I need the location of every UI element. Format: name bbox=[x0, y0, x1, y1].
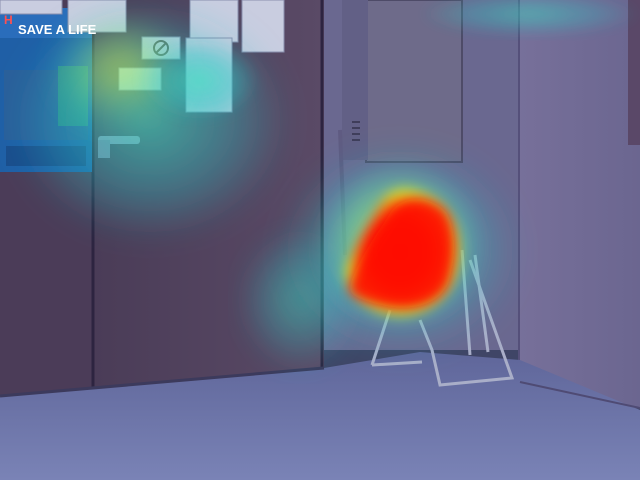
attention-heatmap bbox=[10, 0, 640, 370]
svg-text:H: H bbox=[4, 13, 13, 27]
floor bbox=[0, 352, 640, 480]
poster-headline: SAVE A LIFE bbox=[18, 22, 97, 37]
right-wall bbox=[518, 0, 640, 408]
